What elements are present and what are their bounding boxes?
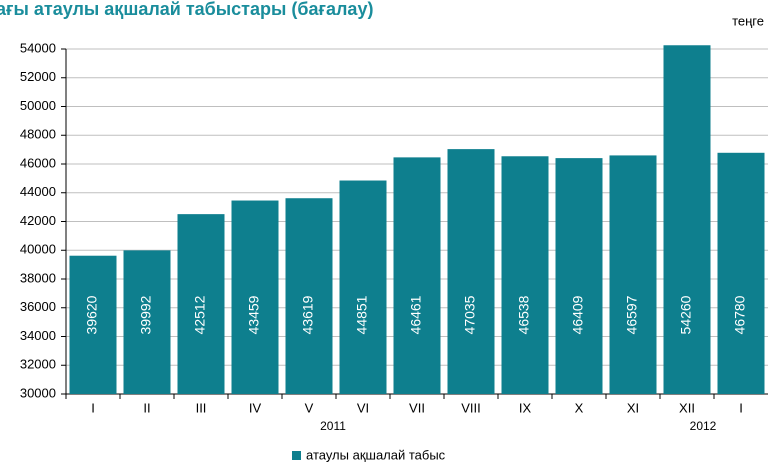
chart-title: ағы атаулы ақшалай табыстары (бағалау) [0,0,373,19]
value-label: 44851 [354,295,370,334]
bar [717,152,765,394]
x-tick-label: V [305,400,314,415]
y-tick-label: 32000 [20,357,56,372]
value-label: 39620 [84,295,100,334]
y-tick-label: 30000 [20,385,56,400]
x-tick-label: II [143,400,150,415]
x-tick-label: I [739,400,743,415]
value-label: 54260 [678,295,694,334]
y-tick-label: 42000 [20,213,56,228]
bar [69,255,117,394]
bar [501,156,549,394]
value-label: 46409 [570,295,586,334]
x-tick-label: VI [357,400,369,415]
y-tick-label: 44000 [20,184,56,199]
y-tick-label: 36000 [20,299,56,314]
y-tick-label: 50000 [20,98,56,113]
legend-label: атаулы ақшалай табыс [306,447,446,462]
value-label: 46780 [732,295,748,334]
x-tick-label: I [91,400,95,415]
value-label: 43619 [300,295,316,334]
value-label: 46538 [516,295,532,334]
value-label: 39992 [138,295,154,334]
x-tick-label: XII [679,400,695,415]
x-tick-label: VII [409,400,425,415]
bar [123,250,171,394]
bar [177,214,225,394]
x-tick-label: VIII [461,400,481,415]
x-tick-label: IX [519,400,532,415]
value-label: 42512 [192,295,208,334]
value-label: 46597 [624,295,640,334]
bar [609,155,657,394]
bar [555,158,603,394]
y-tick-label: 48000 [20,127,56,142]
bar [339,180,387,394]
y-tick-label: 54000 [20,40,56,55]
y-tick-label: 46000 [20,155,56,170]
value-label: 43459 [246,295,262,334]
y-tick-label: 34000 [20,328,56,343]
x-tick-label: IV [249,400,262,415]
bar [285,198,333,394]
x-tick-label: III [196,400,207,415]
y-tick-label: 38000 [20,270,56,285]
value-label: 47035 [462,295,478,334]
unit-label: теңге [732,13,764,28]
y-tick-label: 52000 [20,69,56,84]
x-tick-label: XI [627,400,639,415]
year-label: 2011 [320,419,346,433]
bar [447,149,495,394]
x-tick-label: X [575,400,584,415]
bar [393,157,441,394]
value-label: 46461 [408,295,424,334]
y-tick-label: 40000 [20,242,56,257]
bar [231,200,279,394]
bar [663,45,711,394]
legend-swatch [292,451,301,460]
year-label: 2012 [690,419,717,433]
